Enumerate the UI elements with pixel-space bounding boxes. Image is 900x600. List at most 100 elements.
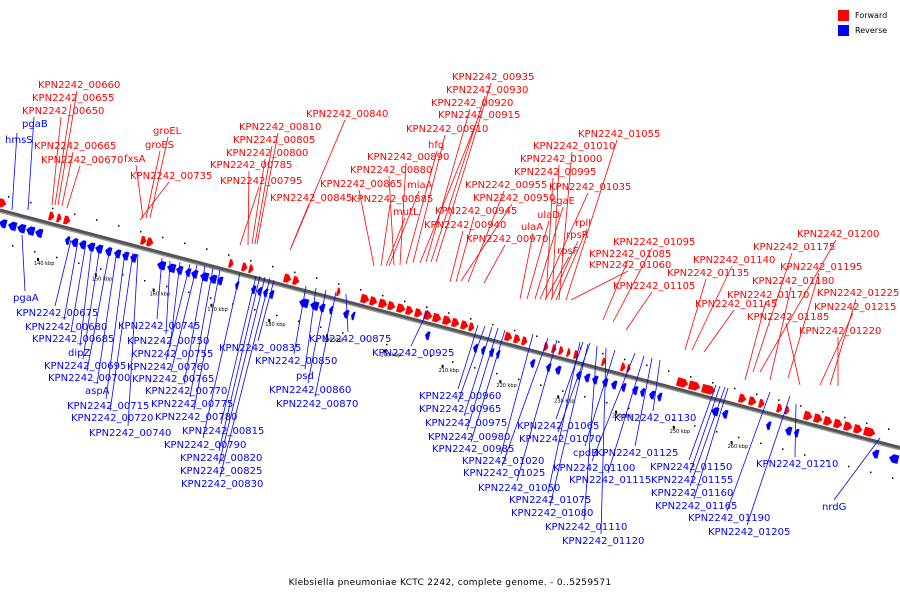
reverse-gene	[472, 343, 480, 354]
reverse-gene-label: pgaA	[13, 234, 39, 304]
reverse-gene	[70, 237, 80, 248]
svg-text:KPN2242_00820: KPN2242_00820	[180, 453, 262, 464]
tick-mark	[615, 410, 617, 414]
svg-text:KPN2242_01140: KPN2242_01140	[693, 255, 775, 266]
reverse-gene	[298, 298, 310, 309]
svg-text:KPN2242_01220: KPN2242_01220	[799, 326, 881, 337]
svg-text:rpsR: rpsR	[566, 230, 589, 241]
svg-text:KPN2242_00970: KPN2242_00970	[466, 234, 548, 245]
track-dot	[844, 416, 846, 419]
reverse-gene	[784, 426, 794, 437]
forward-gene-label: KPN2242_00920	[425, 98, 513, 263]
forward-gene	[822, 415, 833, 426]
legend-reverse: Reverse	[838, 23, 900, 38]
svg-text:KPN2242_01060: KPN2242_01060	[589, 260, 671, 271]
forward-gene-label: KPN2242_01085	[589, 249, 671, 321]
reverse-gene-label: aspA	[85, 249, 118, 397]
forward-gene-label: KPN2242_00655	[32, 93, 114, 206]
track-dot	[826, 460, 828, 462]
forward-gene-label: KPN2242_00795	[220, 176, 302, 246]
legend-reverse-label: Reverse	[855, 26, 888, 35]
track-dot	[144, 279, 146, 282]
forward-gene	[557, 345, 564, 356]
svg-text:KPN2242_01080: KPN2242_01080	[511, 508, 593, 519]
track-dot	[78, 262, 80, 265]
forward-gene	[675, 376, 689, 388]
track-dot	[166, 285, 168, 288]
track-dot	[536, 335, 538, 338]
reverse-gene-label: KPN2242_00790	[164, 272, 246, 451]
track-dot	[316, 277, 318, 279]
forward-gene	[247, 263, 254, 274]
track-dot	[364, 338, 366, 340]
reverse-gene	[793, 428, 801, 439]
svg-text:KPN2242_00830: KPN2242_00830	[181, 479, 263, 490]
forward-gene	[450, 317, 460, 328]
svg-text:rpsF: rpsF	[557, 246, 579, 257]
forward-gene-label: KPN2242_01010	[533, 141, 615, 301]
svg-text:KPN2242_00780: KPN2242_00780	[155, 412, 237, 423]
tick-mark	[383, 349, 386, 353]
forward-gene	[55, 213, 62, 223]
svg-text:KPN2242_00950: KPN2242_00950	[473, 193, 555, 204]
svg-text:psd: psd	[296, 371, 314, 382]
forward-gene-label: KPN2242_00800	[226, 148, 308, 245]
svg-text:KPN2242_00930: KPN2242_00930	[446, 85, 528, 96]
svg-text:KPN2242_01070: KPN2242_01070	[519, 434, 601, 445]
forward-gene-label: KPN2242_01225	[817, 288, 899, 386]
track-dot	[276, 314, 278, 317]
forward-gene-label: KPN2242_01185	[747, 312, 829, 386]
reverse-gene-label: KPN2242_01125	[596, 357, 678, 459]
track-dot	[562, 390, 564, 392]
forward-gene	[512, 333, 521, 344]
svg-text:KPN2242_00715: KPN2242_00715	[67, 401, 149, 412]
forward-gene-label: KPN2242_00735	[130, 171, 212, 221]
svg-text:KPN2242_00665: KPN2242_00665	[34, 141, 116, 152]
forward-gene	[0, 197, 7, 208]
reverse-gene	[721, 409, 730, 420]
legend: Forward Reverse	[838, 8, 900, 38]
svg-text:dipZ: dipZ	[68, 348, 90, 359]
svg-text:KPN2242_00795: KPN2242_00795	[220, 176, 302, 187]
reverse-gene-label: KPN2242_00980	[428, 327, 510, 443]
forward-gene	[619, 361, 626, 372]
svg-text:KPN2242_01135: KPN2242_01135	[667, 268, 749, 279]
forward-gene-label: KPN2242_00805	[233, 135, 315, 245]
svg-text:KPN2242_00805: KPN2242_00805	[233, 135, 315, 146]
track-dot	[822, 411, 824, 413]
svg-text:KPN2242_01190: KPN2242_01190	[688, 513, 770, 524]
svg-text:KPN2242_01210: KPN2242_01210	[756, 459, 838, 470]
forward-gene	[842, 420, 853, 432]
forward-gene	[459, 319, 469, 330]
svg-text:KPN2242_00650: KPN2242_00650	[22, 106, 104, 117]
svg-text:KPN2242_00790: KPN2242_00790	[164, 440, 246, 451]
forward-gene-label: KPN2242_00935	[435, 72, 534, 263]
forward-gene-label: KPN2242_00950	[460, 193, 555, 282]
forward-gene	[687, 379, 701, 392]
reverse-gene	[888, 453, 900, 465]
forward-gene	[359, 293, 370, 304]
forward-gene-label: KPN2242_01170	[727, 290, 809, 381]
reverse-gene	[765, 420, 773, 431]
svg-text:KPN2242_00980: KPN2242_00980	[428, 432, 510, 443]
svg-text:KPN2242_01010: KPN2242_01010	[533, 141, 615, 152]
tick-mark	[730, 441, 733, 445]
svg-text:KPN2242_01050: KPN2242_01050	[478, 483, 560, 494]
forward-genes	[0, 197, 876, 438]
reverse-gene	[639, 387, 647, 398]
svg-text:KPN2242_00765: KPN2242_00765	[132, 374, 214, 385]
reverse-gene	[113, 249, 123, 260]
track-dot	[892, 477, 894, 479]
reverse-gene-label: KPN2242_00765	[132, 264, 214, 385]
track-dot	[738, 436, 740, 439]
track-dot	[712, 381, 714, 384]
forward-gene-label: KPN2242_00865	[320, 179, 402, 267]
reverse-gene	[529, 358, 537, 369]
tick-label: 190 kbp	[323, 337, 343, 343]
svg-text:KPN2242_00935: KPN2242_00935	[452, 72, 534, 83]
tick-mark	[268, 319, 271, 323]
reverse-gene-label: KPN2242_01150	[650, 384, 732, 473]
svg-text:KPN2242_01205: KPN2242_01205	[708, 527, 790, 538]
track-dot	[496, 372, 498, 375]
